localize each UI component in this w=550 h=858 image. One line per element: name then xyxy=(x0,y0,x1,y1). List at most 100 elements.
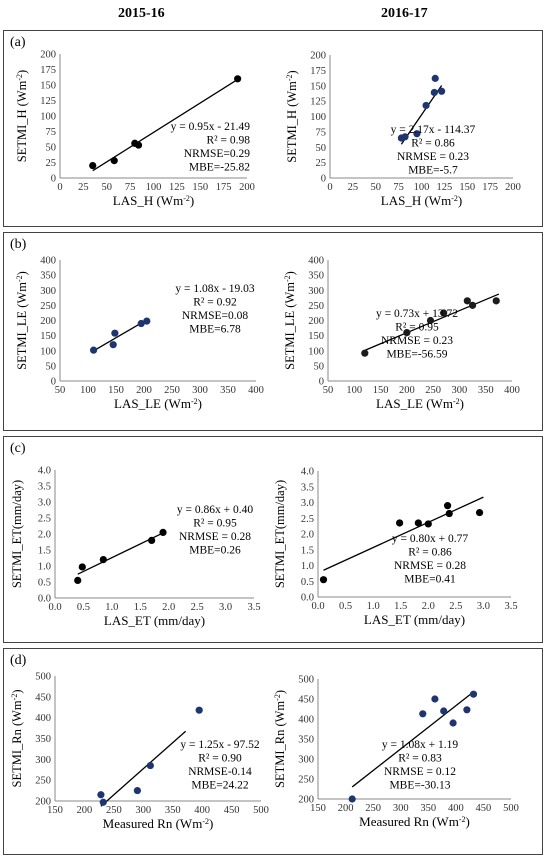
regression-annotation: MBE=-25.82 xyxy=(189,162,250,174)
data-point xyxy=(234,75,242,83)
data-point xyxy=(422,101,430,110)
y-tick-label: 300 xyxy=(35,755,51,766)
y-tick-label: 100 xyxy=(40,112,56,123)
x-tick-label: 150 xyxy=(108,385,124,396)
x-tick-label: 450 xyxy=(476,803,492,814)
x-tick-label: 250 xyxy=(425,385,441,396)
x-tick-label: 50 xyxy=(102,182,113,193)
regression-annotation: R² = 0.95 xyxy=(193,518,237,530)
x-tick-label: 175 xyxy=(482,182,498,193)
y-tick-label: 300 xyxy=(298,755,314,766)
x-tick-label: 400 xyxy=(504,385,520,396)
data-point xyxy=(90,346,98,354)
y-tick-label: 175 xyxy=(310,66,326,77)
y-tick-label: 25 xyxy=(316,158,327,169)
y-tick-label: 3.5 xyxy=(38,482,51,493)
y-tick-label: 0.5 xyxy=(301,577,314,588)
y-axis-label: SETMI_LE (Wm-2) xyxy=(15,271,30,370)
y-tick-label: 0 xyxy=(319,377,324,388)
data-point xyxy=(99,556,107,564)
y-tick-label: 150 xyxy=(310,81,326,92)
data-point xyxy=(111,329,119,337)
x-tick-label: 3.5 xyxy=(504,601,517,612)
data-point xyxy=(463,706,471,714)
x-tick-label: 100 xyxy=(414,182,430,193)
y-tick-label: 0 xyxy=(51,174,56,185)
y-tick-label: 500 xyxy=(298,675,314,686)
x-tick-label: 300 xyxy=(192,385,208,396)
data-point xyxy=(396,519,404,527)
regression-annotation: y = 0.73x + 13.72 xyxy=(376,308,458,320)
y-tick-label: 200 xyxy=(35,797,51,808)
y-tick-label: 350 xyxy=(35,734,51,745)
regression-annotation: R² = 0.86 xyxy=(408,547,452,559)
y-tick-label: 0.0 xyxy=(301,593,314,604)
y-axis-label: SETMI_LE (Wm-2) xyxy=(283,271,298,370)
data-point xyxy=(445,509,453,518)
x-tick-label: 50 xyxy=(323,385,334,396)
y-tick-label: 500 xyxy=(35,672,51,683)
y-tick-label: 50 xyxy=(314,361,325,372)
panel-label-d: (d) xyxy=(10,653,27,668)
y-tick-label: 1.0 xyxy=(38,562,51,573)
regression-annotation: R² = 0.86 xyxy=(411,138,455,150)
y-tick-label: 200 xyxy=(40,316,56,327)
y-tick-label: 125 xyxy=(40,96,56,107)
x-tick-label: 200 xyxy=(136,385,152,396)
y-tick-label: 400 xyxy=(35,713,51,724)
y-tick-label: 2.0 xyxy=(38,530,51,541)
data-point xyxy=(134,141,143,149)
y-tick-label: 2.5 xyxy=(301,514,314,525)
data-point xyxy=(469,690,478,698)
data-point xyxy=(431,695,439,703)
regression-annotation: MBE=-30.13 xyxy=(389,780,450,792)
regression-annotation: NRMSE = 0.28 xyxy=(394,560,466,572)
regression-annotation: NRMSE = 0.12 xyxy=(384,766,456,778)
x-tick-label: 450 xyxy=(224,805,240,816)
x-tick-label: 350 xyxy=(220,385,236,396)
y-tick-label: 100 xyxy=(310,112,326,123)
y-tick-label: 0.5 xyxy=(38,578,51,589)
regression-annotation: y = 1.08x + 1.19 xyxy=(382,739,458,751)
regression-annotation: MBE=-56.59 xyxy=(386,349,447,361)
data-point xyxy=(468,301,477,309)
x-tick-label: 350 xyxy=(420,803,436,814)
data-point xyxy=(463,297,471,305)
data-point xyxy=(413,130,421,138)
y-axis-label: SETMI_Rn (Wm-2) xyxy=(273,690,288,788)
data-point xyxy=(419,710,427,718)
x-tick-label: 2.0 xyxy=(422,601,435,612)
data-point xyxy=(137,319,145,328)
y-tick-label: 350 xyxy=(298,735,314,746)
y-tick-label: 1.0 xyxy=(301,561,314,572)
regression-annotation: NRMSE = 0.23 xyxy=(397,151,469,163)
panel-a: (a) xyxy=(3,30,543,227)
regression-annotation: NRMSE=0.08 xyxy=(182,310,248,322)
data-point xyxy=(143,317,151,325)
x-tick-label: 250 xyxy=(164,385,180,396)
y-tick-label: 75 xyxy=(316,127,327,138)
x-tick-label: 350 xyxy=(165,805,181,816)
data-point xyxy=(424,520,432,528)
x-tick-label: 250 xyxy=(106,805,122,816)
x-tick-label: 125 xyxy=(169,182,185,193)
y-tick-label: 400 xyxy=(308,256,324,267)
data-point xyxy=(319,576,328,584)
x-tick-label: 400 xyxy=(194,805,210,816)
data-point xyxy=(438,87,446,95)
regression-annotation: y = 2.17x - 114.37 xyxy=(391,124,476,136)
data-point xyxy=(97,791,105,799)
x-tick-label: 0.0 xyxy=(311,601,324,612)
y-tick-label: 0.0 xyxy=(38,594,51,605)
x-tick-label: 125 xyxy=(437,182,453,193)
x-tick-label: 0.5 xyxy=(77,602,90,613)
data-point xyxy=(403,329,411,337)
data-point xyxy=(414,519,422,527)
y-tick-label: 200 xyxy=(310,51,326,62)
y-tick-label: 450 xyxy=(35,692,51,703)
data-point xyxy=(159,528,167,537)
x-tick-label: 400 xyxy=(448,803,464,814)
x-tick-label: 2.0 xyxy=(162,602,175,613)
regression-annotation: NRMSE = 0.28 xyxy=(179,531,251,543)
